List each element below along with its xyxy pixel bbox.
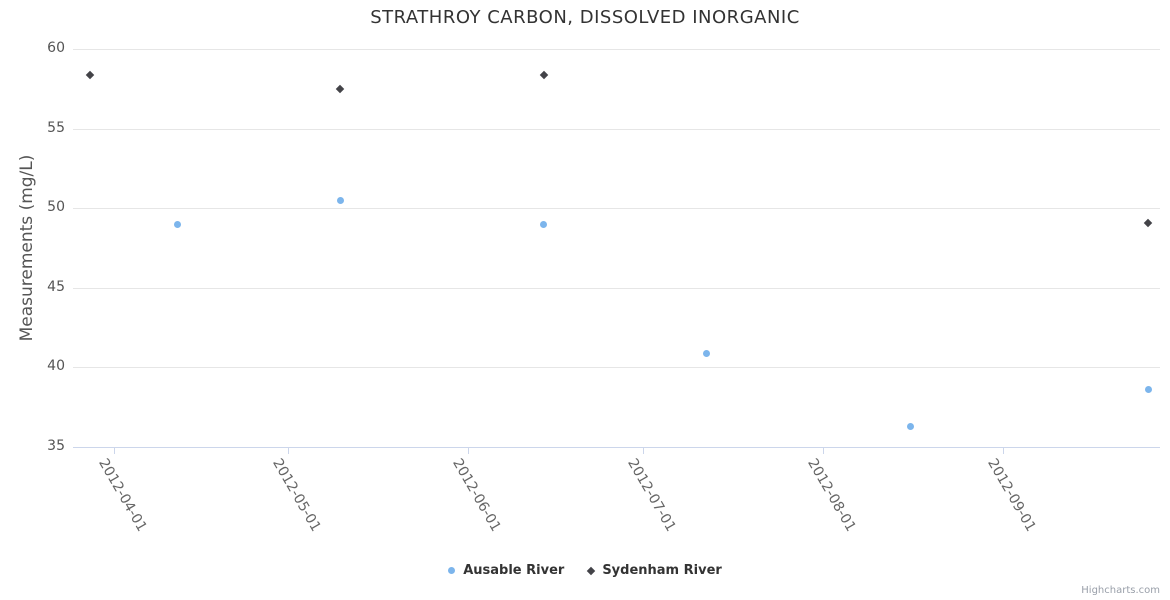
x-tick-label: 2012-09-01	[984, 456, 1039, 535]
x-axis-tick	[113, 448, 115, 454]
gridline	[73, 367, 1160, 369]
data-point-ausable-river[interactable]	[336, 196, 344, 204]
x-axis-tick	[642, 448, 644, 454]
x-tick-label: 2012-04-01	[94, 456, 150, 535]
gridline	[73, 128, 1160, 130]
x-tick-label: 2012-08-01	[804, 456, 859, 535]
legend-label: Sydenham River	[602, 563, 722, 578]
legend: Ausable River Sydenham River	[0, 563, 1170, 578]
y-tick-label: 60	[47, 40, 65, 56]
x-axis-tick	[468, 448, 470, 454]
data-point-sydenham-river[interactable]	[336, 84, 345, 94]
legend-item-ausable-river[interactable]: Ausable River	[448, 563, 564, 578]
diamond-marker-icon	[587, 566, 596, 575]
y-tick-label: 50	[47, 199, 65, 216]
x-tick-label: 2012-07-01	[623, 456, 679, 535]
chart-title: STRATHROY CARBON, DISSOLVED INORGANIC	[370, 7, 800, 28]
gridline	[73, 208, 1160, 210]
data-point-ausable-river[interactable]	[540, 220, 548, 228]
data-point-sydenham-river[interactable]	[1144, 218, 1153, 227]
data-point-ausable-river[interactable]	[174, 220, 182, 228]
x-tick-label: 2012-05-01	[269, 456, 324, 535]
data-point-sydenham-river[interactable]	[539, 70, 549, 79]
gridline	[73, 49, 1160, 50]
y-tick-label: 35	[47, 438, 65, 454]
legend-item-sydenham-river[interactable]: Sydenham River	[587, 563, 722, 578]
x-axis-tick	[822, 448, 824, 454]
y-tick-label: 55	[47, 119, 65, 136]
data-point-ausable-river[interactable]	[703, 349, 711, 357]
data-point-ausable-river[interactable]	[906, 422, 914, 430]
x-axis-tick	[288, 448, 290, 454]
x-axis-line	[73, 447, 1160, 448]
y-tick-label: 45	[47, 278, 65, 295]
gridline	[73, 287, 1160, 289]
legend-label: Ausable River	[463, 563, 565, 578]
highcharts-credit-link[interactable]: Highcharts.com	[1081, 585, 1160, 596]
x-tick-label: 2012-06-01	[449, 456, 504, 535]
circle-marker-icon	[448, 567, 456, 574]
x-axis-tick	[1003, 448, 1005, 454]
data-point-ausable-river[interactable]	[1144, 386, 1152, 394]
data-point-sydenham-river[interactable]	[86, 70, 95, 79]
y-axis-title: Measurements (mg/L)	[17, 154, 37, 342]
y-tick-label: 40	[47, 358, 65, 375]
